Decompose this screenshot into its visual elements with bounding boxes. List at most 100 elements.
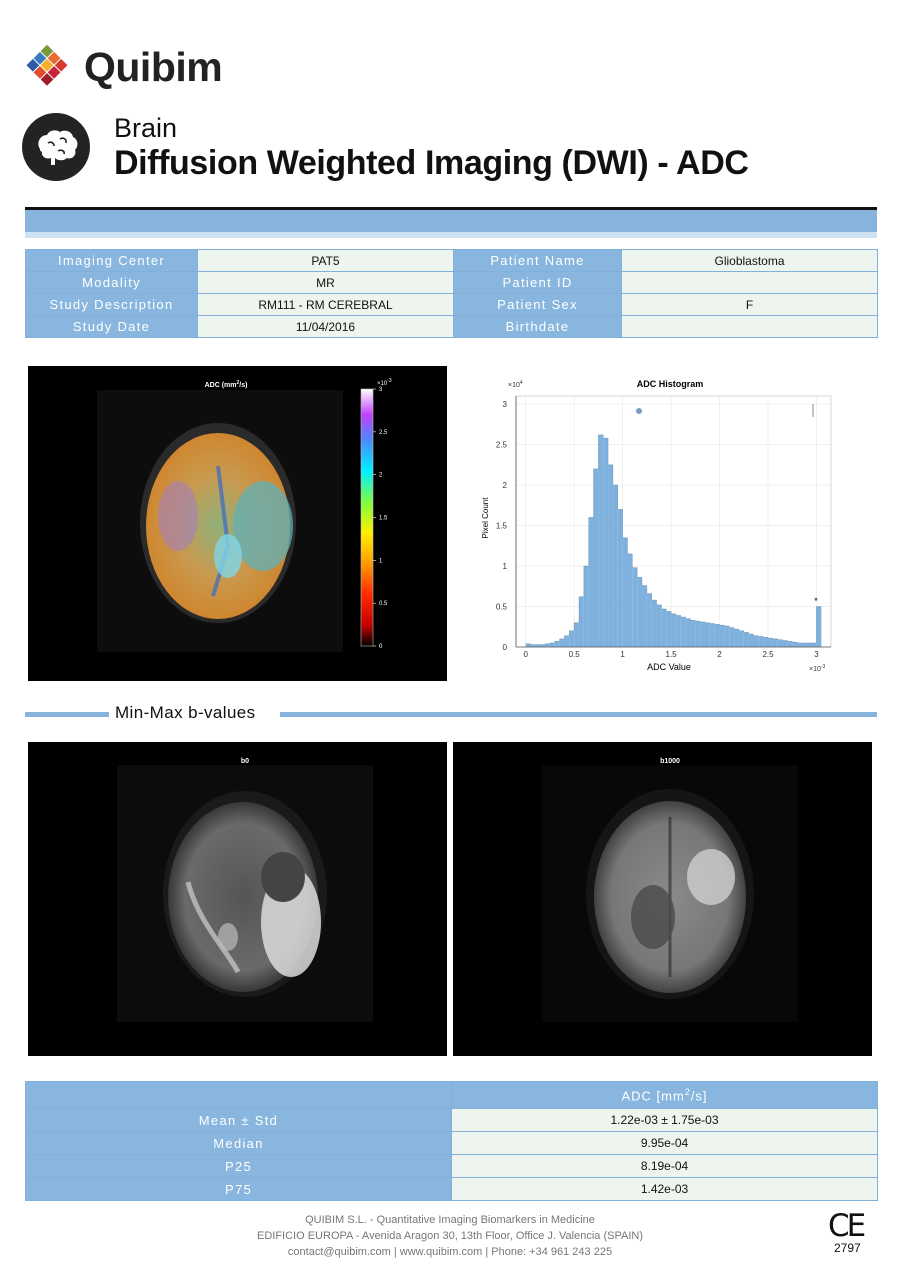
histogram-bar (637, 577, 642, 647)
histogram-bar (569, 630, 575, 647)
y-tick-label: 3 (503, 400, 508, 409)
stats-value: 1.42e-03 (451, 1177, 878, 1201)
stats-row: Mean ± Std 1.22e-03 ± 1.75e-03 (25, 1108, 878, 1132)
info-label: Patient ID (453, 271, 622, 294)
histogram-bar (622, 537, 628, 647)
colorbar-tick-label: 1 (379, 558, 383, 564)
info-label: Patient Sex (453, 293, 622, 316)
histogram-bar (603, 438, 609, 647)
info-label: Birthdate (453, 315, 622, 338)
histogram-bar (753, 635, 759, 647)
histogram-bar (612, 485, 618, 647)
histogram-bar (642, 585, 647, 647)
histogram-bar (811, 642, 817, 647)
y-axis-label: Pixel Count (481, 497, 490, 539)
histogram-bar (758, 636, 764, 647)
x-tick-label: 2.5 (762, 650, 774, 659)
y-axis-multiplier: ×104 (508, 380, 523, 389)
stats-row: P75 1.42e-03 (25, 1177, 878, 1201)
histogram-bar (797, 642, 802, 647)
histogram-bar (690, 620, 696, 647)
adc-map-figure: ADC (mm2/s) ×10-3 3 2.5 2 1.5 1 0.5 0 (97, 378, 392, 652)
histogram-bar (763, 637, 768, 647)
info-label: Modality (25, 271, 198, 294)
colorbar-tick-label: 0.5 (379, 601, 388, 607)
histogram-bar (738, 630, 744, 647)
histogram-bar (598, 434, 604, 647)
quibim-logo (26, 44, 68, 86)
histogram-bar (705, 622, 710, 647)
stats-label: P25 (25, 1154, 452, 1178)
histogram-bar (617, 509, 623, 647)
chart-title: ADC Histogram (637, 379, 704, 389)
y-tick-label: 0.5 (496, 603, 508, 612)
histogram-bar (549, 642, 555, 647)
brand-name: Quibim (84, 44, 223, 90)
x-axis-label: ADC Value (647, 662, 691, 672)
info-label: Study Description (25, 293, 198, 316)
ce-number: 2797 (834, 1241, 861, 1255)
histogram-bar (559, 638, 565, 647)
histogram-bar (608, 464, 613, 647)
histogram-bar (816, 606, 822, 647)
histogram-bar (675, 615, 681, 647)
histogram-bar (535, 644, 541, 647)
marker-dot (636, 408, 642, 414)
stats-value: 8.19e-04 (451, 1154, 878, 1178)
report-title: Diffusion Weighted Imaging (DWI) - ADC (114, 144, 749, 182)
info-value: F (621, 293, 878, 316)
stats-header-adc: ADC [mm2/s] (451, 1081, 878, 1109)
histogram-bar (768, 638, 773, 647)
b0-image: b0 (117, 758, 373, 1022)
stats-row: Median 9.95e-04 (25, 1131, 878, 1155)
x-tick-label: 3 (814, 650, 819, 659)
x-tick-label: 2 (717, 650, 722, 659)
histogram-bar (545, 643, 550, 647)
colorbar-multiplier: ×10-3 (377, 378, 392, 387)
stats-value: 9.95e-04 (451, 1131, 878, 1155)
histogram-bar (806, 642, 812, 647)
info-value: Glioblastoma (621, 249, 878, 272)
histogram-bar (525, 643, 531, 647)
histogram-bar (734, 629, 739, 647)
plot-area (515, 395, 832, 648)
y-tick-label: 2.5 (496, 441, 508, 450)
histogram-outline (525, 434, 822, 645)
histogram-bar (646, 593, 652, 647)
patient-info-table: Imaging Center PAT5 Patient Name Gliobla… (25, 249, 878, 338)
overflow-star: * (814, 596, 818, 606)
histogram-bar (700, 621, 705, 647)
colorbar-tick-label: 1.5 (379, 516, 388, 522)
adc-histogram-chart: 0 0.5 1 1.5 2 2.5 3 0 0.5 1 1.5 2 2.5 3 ADC Histogram… (481, 379, 832, 673)
histogram-bar (782, 640, 788, 647)
histogram-bar (564, 635, 570, 647)
footer-contact: contact@quibim.com | www.quibim.com | Ph… (287, 1246, 613, 1258)
histogram-bar (685, 618, 691, 647)
x-tick-label: 0 (523, 650, 528, 659)
histogram-bar (593, 468, 599, 647)
histogram-bar (632, 567, 638, 647)
info-label: Imaging Center (25, 249, 198, 272)
x-tick-label: 1 (620, 650, 625, 659)
histogram-bar (714, 624, 720, 647)
stats-row: P25 8.19e-04 (25, 1154, 878, 1178)
histogram-bar (748, 634, 754, 647)
histogram-bar (719, 625, 725, 647)
footer-address: EDIFICIO EUROPA - Avenida Aragon 30, 13t… (257, 1230, 643, 1242)
y-tick-label: 2 (503, 481, 508, 490)
footer-company: QUIBIM S.L. - Quantitative Imaging Bioma… (305, 1214, 595, 1226)
info-label: Patient Name (453, 249, 622, 272)
info-row: Study Date 11/04/2016 Birthdate (25, 315, 878, 338)
histogram-bar (777, 639, 783, 647)
ce-mark: CE (828, 1208, 866, 1244)
header-rule (25, 207, 877, 210)
adc-map-panel: ADC (mm2/s) ×10-3 3 2.5 2 1.5 1 0.5 0 (28, 366, 447, 681)
b0-label: b0 (241, 758, 249, 765)
histogram-bar (588, 517, 594, 647)
histogram-bar (583, 566, 589, 647)
stats-header-row: ADC [mm2/s] (25, 1081, 878, 1109)
colorbar-tick-label: 2.5 (379, 430, 388, 436)
y-tick-label: 1.5 (496, 522, 508, 531)
section-divider-left (25, 712, 109, 717)
section-divider-right (280, 712, 877, 717)
